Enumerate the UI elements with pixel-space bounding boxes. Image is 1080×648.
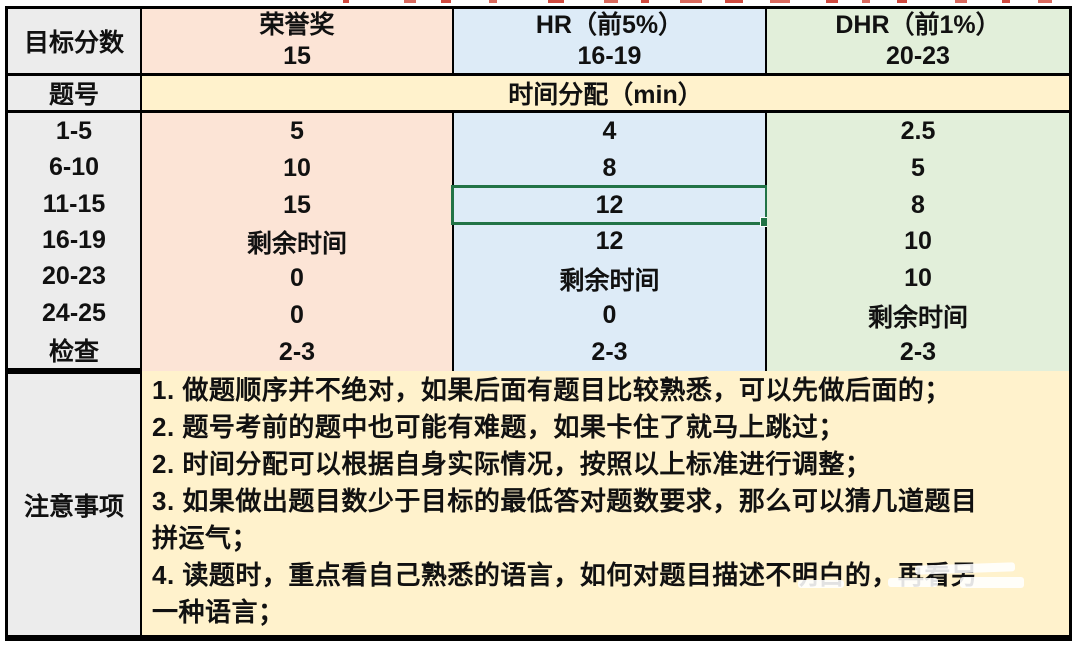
- row-label-cell[interactable]: 24-25: [42, 298, 106, 327]
- row-label-cell[interactable]: 检查: [48, 337, 99, 366]
- red-text-fragment: [826, 0, 838, 3]
- note-line: 2. 时间分配可以根据自身实际情况，按照以上标准进行调整；: [152, 449, 872, 479]
- row-label-cell[interactable]: 20-23: [42, 262, 106, 291]
- header-cell-dhr[interactable]: DHR（前1%） 20-23: [767, 9, 1069, 73]
- table-cell[interactable]: 5: [290, 116, 304, 145]
- tier-score: 20-23: [886, 42, 950, 70]
- red-text-fragment: [548, 0, 564, 3]
- note-line: 拼运气；: [152, 523, 259, 553]
- table-cell[interactable]: 2.5: [900, 116, 936, 145]
- red-text-fragment: [604, 0, 618, 3]
- table-cell[interactable]: 剩余时间: [246, 229, 347, 258]
- corner-header-label: 目标分数: [23, 29, 124, 57]
- red-text-fragment: [343, 0, 349, 3]
- tier-name: DHR（前1%）: [835, 11, 1001, 39]
- watermark-smudge: [960, 577, 1024, 588]
- red-text-fragment: [862, 0, 870, 3]
- tier-score: 15: [283, 42, 311, 70]
- note-line: 4. 读题时，重点看自己熟悉的语言，如何对题目描述不明白的，再看另: [152, 560, 978, 590]
- time-allocation-table: 目标分数 荣誉奖 15 HR（前5%） 16-19 DHR（前1%） 20-23…: [5, 6, 1072, 641]
- note-line: 3. 如果做出题目数少于目标的最低答对题数要求，那么可以猜几道题目: [152, 486, 978, 516]
- dhr-column: 2.5 5 8 10 10 剩余时间 2-3: [767, 113, 1069, 371]
- honor-column: 5 10 15 剩余时间 0 0 2-3: [142, 113, 452, 371]
- notes-cell[interactable]: 1. 做题顺序并不绝对，如果后面有题目比较熟悉，可以先做后面的； 2. 题号考前…: [142, 371, 1069, 635]
- table-cell[interactable]: 8: [911, 190, 925, 219]
- notes-label-cell[interactable]: 注意事项: [8, 374, 140, 635]
- time-allocation-band-cell[interactable]: 时间分配（min）: [142, 76, 1069, 110]
- table-cell[interactable]: 5: [911, 153, 925, 182]
- table-cell[interactable]: 12: [595, 227, 624, 256]
- table-cell[interactable]: 剩余时间: [867, 303, 968, 332]
- table-cell[interactable]: 0: [290, 301, 304, 330]
- red-text-fragment: [641, 0, 649, 3]
- red-text-fragment: [489, 0, 497, 3]
- table-cell[interactable]: 10: [904, 264, 932, 293]
- table-cell[interactable]: 2-3: [278, 338, 316, 367]
- question-number-header-cell[interactable]: 题号: [8, 76, 140, 110]
- row-label-cell[interactable]: 6-10: [48, 153, 100, 182]
- table-cell[interactable]: 10: [904, 227, 932, 256]
- red-text-fragment: [441, 0, 451, 3]
- table-cell[interactable]: 10: [283, 153, 311, 182]
- time-allocation-title: 时间分配（min）: [508, 81, 703, 109]
- table-cell[interactable]: 2-3: [899, 338, 937, 367]
- red-text-fragment: [770, 0, 790, 3]
- table-cell[interactable]: 4: [602, 116, 617, 145]
- question-range-column: 1-5 6-10 11-15 16-19 20-23 24-25 检查: [8, 113, 140, 371]
- tier-name: 荣誉奖: [259, 11, 335, 39]
- table-cell[interactable]: 0: [290, 264, 304, 293]
- red-text-fragment: [897, 0, 907, 3]
- watermark-smudge: [798, 580, 844, 588]
- red-text-fragment: [404, 0, 416, 3]
- header-cell-hr[interactable]: HR（前5%） 16-19: [454, 9, 765, 73]
- table-cell[interactable]: 8: [602, 153, 617, 182]
- tier-score: 16-19: [577, 42, 642, 70]
- red-text-fragment: [955, 0, 967, 3]
- corner-header-cell[interactable]: 目标分数: [8, 9, 140, 73]
- header-cell-honor[interactable]: 荣誉奖 15: [142, 9, 452, 73]
- note-line: 一种语言；: [152, 597, 285, 627]
- red-text-fragment: [1002, 0, 1010, 3]
- note-line: 1. 做题顺序并不绝对，如果后面有题目比较熟悉，可以先做后面的；: [152, 375, 951, 405]
- table-cell[interactable]: 剩余时间: [559, 266, 660, 295]
- cell-selection-border: [451, 185, 770, 227]
- hr-column: 4 8 12 12 剩余时间 0 2-3: [451, 113, 770, 371]
- tier-name: HR（前5%）: [535, 11, 684, 39]
- table-cell[interactable]: 15: [283, 190, 311, 219]
- question-number-label: 题号: [48, 81, 99, 109]
- watermark-smudge: [888, 578, 938, 587]
- red-text-fragment: [1038, 0, 1052, 3]
- red-text-fragment: [680, 0, 702, 3]
- table-cell[interactable]: 0: [602, 301, 617, 330]
- note-line: 2. 题号考前的题中也可能有难题，如果卡住了就马上跳过；: [152, 412, 845, 442]
- row-label-cell[interactable]: 1-5: [55, 116, 93, 145]
- row-label-cell[interactable]: 16-19: [42, 225, 106, 254]
- notes-label: 注意事项: [23, 492, 124, 521]
- row-label-cell[interactable]: 11-15: [42, 189, 106, 218]
- table-cell[interactable]: 2-3: [591, 338, 628, 367]
- red-text-fragment: [725, 0, 743, 3]
- selected-cell[interactable]: 12: [595, 190, 624, 219]
